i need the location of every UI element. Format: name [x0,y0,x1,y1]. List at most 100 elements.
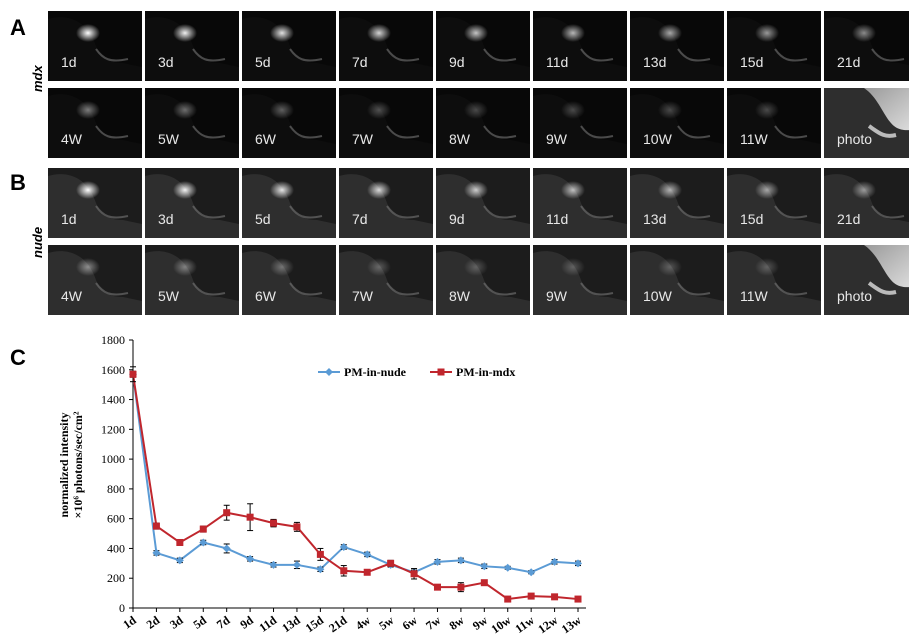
x-tick-label: 12w [535,613,560,637]
tile-label: 13d [643,54,667,70]
legend-marker [437,368,445,376]
panel-b-letter: B [10,170,26,195]
data-point [222,544,231,553]
image-tile: 10W [630,245,724,315]
mouse-image [48,251,142,315]
mouse-image [48,17,142,81]
image-tile: 3d [145,11,239,81]
panel-c-line-chart: 0 200 400 600 800 1000 1200 1400 1600 1800 1d 2d 3d 5… [57,333,586,637]
mouse-image [339,94,433,158]
y-tick-label: 1400 [101,393,125,407]
mouse-image [145,17,239,81]
data-point [152,548,161,557]
panel-c-letter: C [10,345,26,370]
tile-label: 21d [837,54,861,70]
tile-label: 5W [158,288,179,304]
data-point [246,513,254,521]
data-point [363,568,371,576]
x-tick-label: 4w [353,613,373,633]
image-tile: 13d [630,11,724,81]
mouse-image [436,17,530,81]
data-point [433,583,441,591]
tile-label: 13d [643,211,667,227]
y-tick-label: 1800 [101,333,125,347]
image-tile: 5d [242,168,336,238]
data-point [199,525,207,533]
mouse-image [533,94,627,158]
x-tick-label: 8w [447,613,467,633]
image-tile: 7W [339,88,433,158]
image-tile: 9d [436,168,530,238]
data-point [456,556,465,565]
image-tile: 15d [727,168,821,238]
mouse-image [824,88,909,158]
tile-label: 10W [643,131,672,147]
mouse-image [242,17,336,81]
data-point [504,595,512,603]
mouse-image [145,174,239,238]
image-tile: photo [824,88,909,158]
image-tile: 7d [339,11,433,81]
tile-label: 8W [449,131,470,147]
mouse-image [48,94,142,158]
series-line [132,374,579,574]
y-tick-label: 1600 [101,363,125,377]
mouse-image [727,174,821,238]
tile-label: 1d [61,211,77,227]
legend-marker [325,368,333,376]
x-tick-label: 1d [120,613,139,632]
tile-label: 11W [740,288,768,304]
x-tick-label: 9d [237,613,256,632]
tile-label: 3d [158,54,174,70]
y-tick-label: 600 [107,512,125,526]
data-point [152,522,160,530]
mouse-image [533,17,627,81]
data-point [480,562,489,571]
data-point [363,550,372,559]
x-tick-label: 10w [488,613,513,637]
mouse-image [436,174,530,238]
image-tile: 21d [824,168,909,238]
mouse-image [242,174,336,238]
mouse-image [824,17,909,81]
panel-a-letter: A [10,15,26,40]
x-tick-label: 5w [376,613,396,633]
tile-label: 11W [740,131,768,147]
data-point [176,538,184,546]
image-tile: 8W [436,88,530,158]
data-point [387,559,395,567]
mouse-image [339,17,433,81]
image-tile: 7W [339,245,433,315]
data-point [269,560,278,569]
tile-label: 1d [61,54,77,70]
data-point [129,370,137,378]
x-tick-label: 13w [559,613,584,637]
x-tick-label: 2d [144,613,163,632]
y-tick-label: 400 [107,541,125,555]
tile-label: 6W [255,288,276,304]
x-tick-label: 7d [214,613,233,632]
image-tile: 8W [436,245,530,315]
mouse-image [824,174,909,238]
data-point [574,595,582,603]
tile-label: photo [837,131,873,147]
tile-label: 4W [61,288,82,304]
tile-label: 4W [61,131,82,147]
data-point [527,592,535,600]
mouse-image [727,251,821,315]
x-tick-label: 13d [279,613,303,635]
image-tile: 9W [533,245,627,315]
x-tick-label: 3d [167,613,186,632]
tile-label: 3d [158,211,174,227]
x-tick-label: 21d [326,613,350,635]
data-point [457,583,465,591]
image-tile: 11W [727,245,821,315]
mouse-image [145,94,239,158]
tile-label: 21d [837,211,861,227]
mouse-image [533,251,627,315]
tile-label: 9d [449,211,465,227]
panel-b-row-label: nude [30,226,45,258]
image-tile: 1d [48,11,142,81]
data-point [316,565,325,574]
data-point [410,570,418,578]
